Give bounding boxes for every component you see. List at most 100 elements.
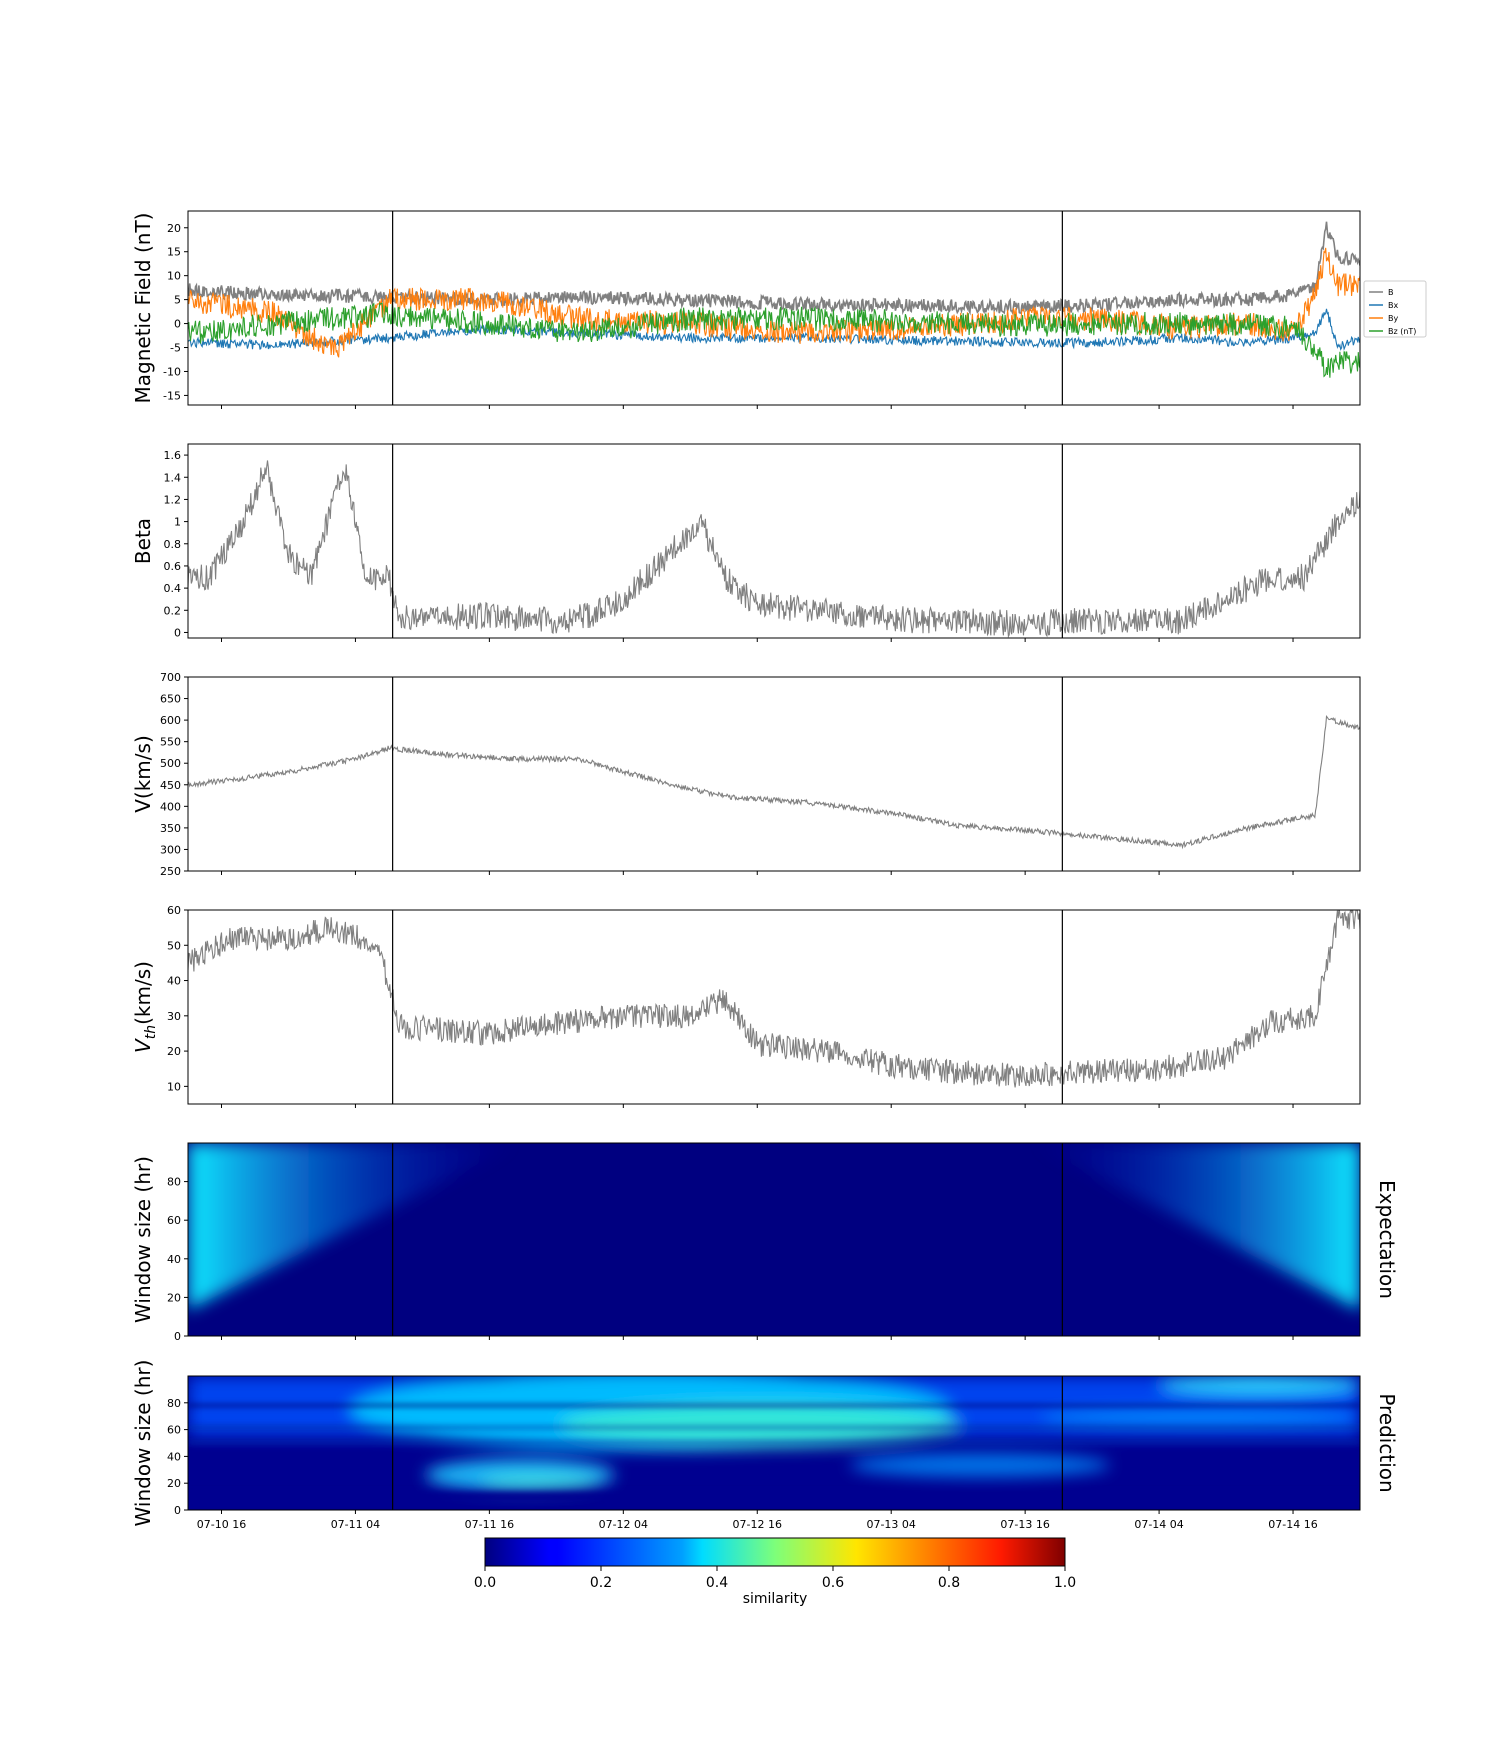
prediction-xticks: 07-10 16 07-11 04 07-11 16 07-12 04 07-12 16… xyxy=(197,1510,1318,1531)
colorbar-tick-label: 0.8 xyxy=(938,1575,960,1591)
thermal-series xyxy=(188,910,1360,1088)
magnetic-yticks: -15 -10 -5 0 5 10 15 20 xyxy=(163,222,188,402)
thermal-ytick-label: 30 xyxy=(167,1010,181,1023)
magnetic-series-bz xyxy=(188,302,1360,378)
beta-xticks xyxy=(220,638,1294,642)
thermal-ytick-label: 10 xyxy=(167,1080,181,1093)
beta-ylabel: Beta xyxy=(131,518,155,564)
magnetic-legend: B Bx By Bz (nT) xyxy=(1363,280,1427,338)
velocity-ytick-label: 300 xyxy=(160,843,181,856)
velocity-frame xyxy=(187,676,1361,872)
magnetic-series-b xyxy=(188,221,1360,316)
prediction-heatmap xyxy=(188,1376,1360,1510)
colorbar-gradient xyxy=(484,1537,1066,1567)
magnetic-ytick-label: -10 xyxy=(163,365,181,378)
xtick-label: 07-12 04 xyxy=(599,1518,648,1531)
thermal-ytick-label: 40 xyxy=(167,975,181,988)
xtick-label: 07-11 16 xyxy=(465,1518,514,1531)
prediction-ytick-label: 60 xyxy=(167,1424,181,1437)
xtick-label: 07-11 04 xyxy=(331,1518,380,1531)
expectation-frame xyxy=(187,1142,1361,1337)
thermal-ytick-label: 60 xyxy=(167,904,181,917)
beta-frame xyxy=(187,443,1361,639)
thermal-series-line xyxy=(188,910,1360,1088)
xtick-label: 07-13 04 xyxy=(866,1518,915,1531)
beta-ytick-label: 0.6 xyxy=(164,560,182,573)
expectation-ytick-label: 80 xyxy=(167,1176,181,1189)
xtick-label: 07-12 16 xyxy=(733,1518,782,1531)
magnetic-xticks xyxy=(220,405,1294,409)
expectation-right-wedge xyxy=(1030,1143,1360,1310)
prediction-ytick-label: 0 xyxy=(174,1504,181,1517)
thermal-yticks: 10 20 30 40 50 60 xyxy=(167,904,188,1093)
magnetic-series xyxy=(188,221,1360,378)
expectation-ylabel: Window size (hr) xyxy=(131,1156,155,1323)
colorbar-tick-label: 0.2 xyxy=(590,1575,612,1591)
velocity-ytick-label: 350 xyxy=(160,822,181,835)
overlay-layer: 0 20 40 60 80 Window size (hr) Expectation 0 20 4… xyxy=(131,211,1399,1531)
prediction-ytick-label: 40 xyxy=(167,1450,181,1463)
colorbar-tick-label: 0.6 xyxy=(822,1575,844,1591)
prediction-ylabel: Window size (hr) xyxy=(131,1360,155,1527)
thermal-ylabel: Vth(km/s) xyxy=(131,961,159,1053)
expectation-ytick-label: 40 xyxy=(167,1253,181,1266)
expectation-heatmap xyxy=(188,1143,1360,1336)
colorbar-ticks: 0.0 0.2 0.4 0.6 0.8 1.0 xyxy=(474,1566,1076,1591)
expectation-ytick-label: 0 xyxy=(174,1330,181,1343)
beta-ytick-label: 1.6 xyxy=(164,449,182,462)
magnetic-frame xyxy=(187,210,1361,406)
xtick-label: 07-14 04 xyxy=(1134,1518,1183,1531)
beta-ytick-label: 0.2 xyxy=(164,604,182,617)
colorbar-label: similarity xyxy=(743,1591,808,1607)
expectation-ytick-label: 60 xyxy=(167,1214,181,1227)
expectation-xticks xyxy=(220,1336,1294,1340)
xtick-label: 07-13 16 xyxy=(1000,1518,1049,1531)
legend-box xyxy=(1363,280,1427,338)
colorbar: 0.0 0.2 0.4 0.6 0.8 1.0 similarity xyxy=(474,1537,1076,1607)
expectation-ytick-label: 20 xyxy=(167,1291,181,1304)
beta-ytick-label: 1.4 xyxy=(164,471,182,484)
velocity-ytick-label: 400 xyxy=(160,800,181,813)
prediction-ytick-label: 20 xyxy=(167,1477,181,1490)
beta-ytick-label: 1.2 xyxy=(164,493,182,506)
beta-series-line xyxy=(188,460,1360,638)
velocity-series-line xyxy=(188,714,1360,850)
beta-ytick-label: 0.4 xyxy=(164,582,182,595)
velocity-ytick-label: 650 xyxy=(160,693,181,706)
expectation-side-label: Expectation xyxy=(1375,1180,1399,1299)
thermal-ytick-label: 50 xyxy=(167,939,181,952)
prediction-yticks: 0 20 40 60 80 xyxy=(167,1397,188,1517)
velocity-ytick-label: 600 xyxy=(160,714,181,727)
velocity-ytick-label: 250 xyxy=(160,865,181,878)
thermal-ytick-label: 20 xyxy=(167,1045,181,1058)
legend-label-b: B xyxy=(1388,288,1394,297)
magnetic-ytick-label: 20 xyxy=(167,222,181,235)
beta-series xyxy=(188,460,1360,638)
colorbar-tick-label: 1.0 xyxy=(1054,1575,1076,1591)
beta-ytick-label: 1 xyxy=(174,516,181,529)
velocity-ytick-label: 450 xyxy=(160,779,181,792)
magnetic-series-bx xyxy=(188,308,1360,352)
legend-label-bx: Bx xyxy=(1388,301,1398,310)
velocity-series xyxy=(188,714,1360,850)
magnetic-ytick-label: 15 xyxy=(167,246,181,259)
magnetic-ytick-label: 5 xyxy=(174,294,181,307)
legend-label-bz: Bz (nT) xyxy=(1388,327,1416,336)
magnetic-ytick-label: 0 xyxy=(174,318,181,331)
magnetic-ytick-label: -15 xyxy=(163,389,181,402)
xtick-label: 07-14 16 xyxy=(1268,1518,1317,1531)
velocity-yticks: 250 300 350 400 450 500 550 600 650 700 xyxy=(160,671,188,878)
thermal-frame xyxy=(187,909,1361,1105)
beta-yticks: 0 0.2 0.4 0.6 0.8 1 1.2 1.4 1.6 xyxy=(164,449,188,639)
thermal-xticks xyxy=(220,1104,1294,1108)
colorbar-tick-label: 0.0 xyxy=(474,1575,496,1591)
magnetic-ytick-label: -5 xyxy=(170,342,181,355)
velocity-ytick-label: 550 xyxy=(160,736,181,749)
prediction-ytick-label: 80 xyxy=(167,1397,181,1410)
velocity-ytick-label: 700 xyxy=(160,671,181,684)
prediction-side-label: Prediction xyxy=(1375,1393,1399,1492)
expectation-left-wedge xyxy=(188,1143,520,1310)
magnetic-ylabel: Magnetic Field (nT) xyxy=(131,213,155,404)
expectation-yticks: 0 20 40 60 80 xyxy=(167,1176,188,1343)
